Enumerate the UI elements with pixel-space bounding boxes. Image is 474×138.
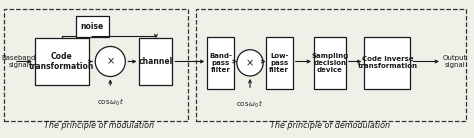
Bar [139,38,173,85]
Bar [76,16,109,37]
Text: Baseband
signal: Baseband signal [1,55,36,68]
Text: ×: × [106,56,114,67]
Bar [365,37,410,89]
Text: The principle of modulation: The principle of modulation [45,121,155,130]
Text: ×: × [246,58,254,68]
Text: Output
signal: Output signal [443,55,467,68]
Bar [35,38,89,85]
Text: Low-
pass
filter: Low- pass filter [269,53,289,73]
Text: Code inverse
transformation: Code inverse transformation [357,56,418,69]
Ellipse shape [237,50,263,76]
Bar [314,37,346,89]
Bar [196,9,466,121]
Text: $\cos\omega_0 t$: $\cos\omega_0 t$ [97,96,124,108]
Text: Sampling
decision
device: Sampling decision device [311,53,348,73]
Bar [265,37,293,89]
Text: $\cos\omega_0 t$: $\cos\omega_0 t$ [237,98,264,110]
Bar [4,9,188,121]
Text: The principle of demodulation: The principle of demodulation [270,121,390,130]
Text: Code
transformation: Code transformation [29,52,94,71]
Text: channel: channel [139,57,173,66]
Text: Band-
pass
filter: Band- pass filter [210,53,232,73]
Ellipse shape [95,47,125,76]
Text: noise: noise [81,22,104,31]
Bar [207,37,235,89]
